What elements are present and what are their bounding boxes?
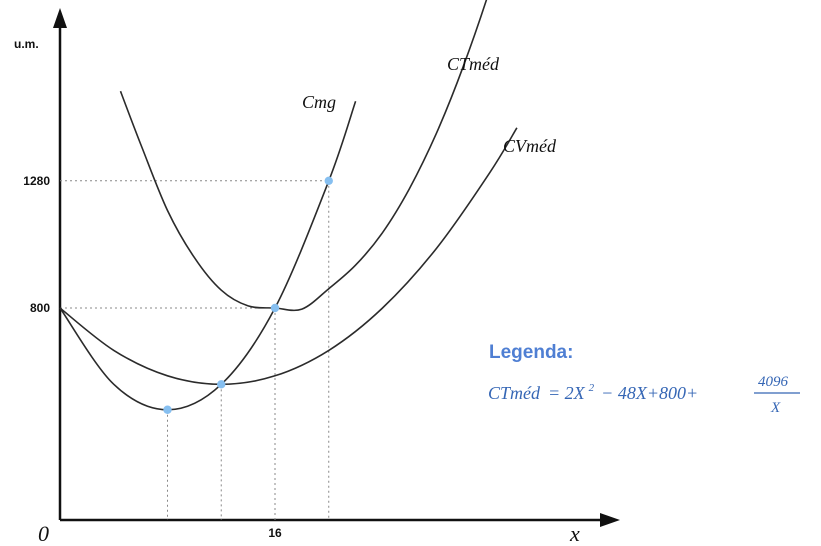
intersection-points bbox=[163, 176, 333, 414]
guide-lines bbox=[60, 180, 330, 520]
intersection-point bbox=[163, 405, 172, 414]
y-axis-arrow bbox=[53, 8, 67, 28]
origin-label: 0 bbox=[38, 521, 49, 546]
intersection-point bbox=[270, 303, 280, 313]
series-label-cmg: Cmg bbox=[302, 92, 336, 112]
y-tick-label: 800 bbox=[30, 301, 50, 315]
y-axis-title: u.m. bbox=[14, 37, 39, 51]
legend: Legenda: CTméd = 2X 2 − 48X+800+ 4096 X bbox=[488, 342, 800, 416]
legend-fraction-numerator: 4096 bbox=[758, 374, 789, 390]
axes bbox=[53, 8, 620, 527]
legend-formula-lhs: CTméd bbox=[488, 383, 541, 403]
series-line-ctmed bbox=[119, 0, 488, 312]
x-axis-title: x bbox=[569, 521, 580, 546]
tick-labels: 800 1280 16 bbox=[23, 174, 282, 540]
intersection-point bbox=[217, 380, 226, 389]
x-axis-arrow bbox=[600, 513, 620, 527]
legend-formula: CTméd = 2X 2 − 48X+800+ bbox=[488, 378, 698, 403]
legend-fraction-denominator: X bbox=[770, 400, 781, 416]
legend-formula-exponent: 2 bbox=[589, 382, 595, 394]
series-label-cvmed: CVméd bbox=[503, 136, 557, 156]
y-tick-label: 1280 bbox=[23, 174, 50, 188]
series-line-cvmed bbox=[59, 127, 518, 386]
legend-formula-rest: − 48X+800+ bbox=[601, 383, 698, 403]
intersection-point bbox=[324, 176, 333, 185]
x-tick-label: 16 bbox=[268, 526, 282, 540]
series-label-ctmed: CTméd bbox=[447, 54, 500, 74]
series-line-cmg bbox=[59, 101, 357, 411]
legend-title: Legenda: bbox=[489, 342, 573, 363]
legend-formula-main: = 2X bbox=[548, 383, 586, 403]
